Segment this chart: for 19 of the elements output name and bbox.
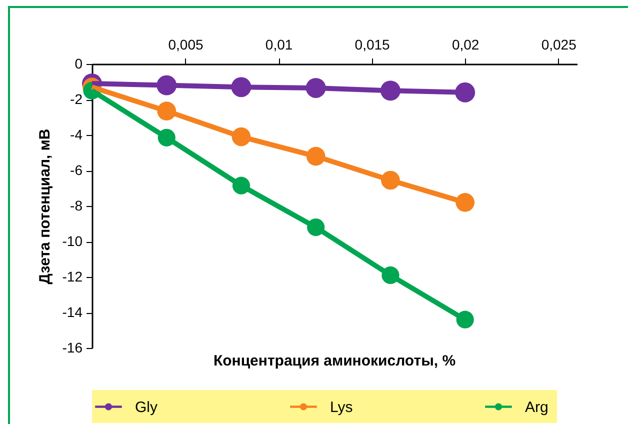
y-tick-label: -12 — [62, 268, 83, 284]
x-axis-title: Концентрация аминокислоты, % — [213, 352, 456, 370]
x-tick-label: 0,01 — [265, 36, 293, 52]
x-tick-label: 0,015 — [354, 36, 390, 52]
legend-label: Gly — [135, 398, 158, 416]
y-tick-label: -10 — [62, 233, 83, 249]
y-tick-label: -16 — [62, 340, 83, 356]
y-tick-label: 0 — [74, 56, 83, 72]
y-tick-label: -2 — [70, 91, 83, 107]
x-tick-label: 0,025 — [541, 36, 577, 52]
y-axis-title: Дзета потенциал, мВ — [36, 128, 54, 284]
y-tick-label: -14 — [62, 304, 83, 320]
legend-label: Arg — [525, 398, 548, 416]
y-tick-label: -4 — [70, 126, 83, 142]
y-tick-label: -8 — [70, 198, 83, 214]
x-tick-label: 0,02 — [452, 36, 480, 52]
y-tick-label: -6 — [70, 162, 83, 178]
legend-label: Lys — [330, 398, 353, 416]
x-tick-label: 0,005 — [168, 36, 204, 52]
